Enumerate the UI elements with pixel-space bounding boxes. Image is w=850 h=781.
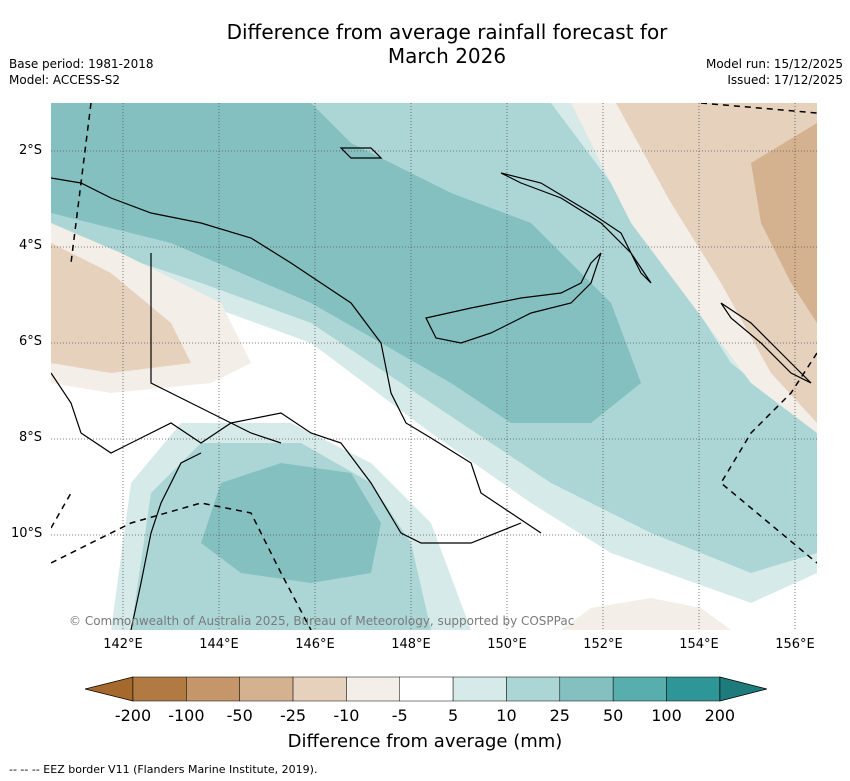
issued-date: Issued: 17/12/2025 <box>727 73 843 87</box>
colorbar-tick-label: 100 <box>651 706 682 725</box>
title-line-2: March 2026 <box>387 44 507 68</box>
colorbar-extend-low <box>85 676 134 702</box>
coastlines <box>51 147 812 630</box>
colorbar-tick-label: 50 <box>602 706 624 725</box>
border-line <box>150 253 282 444</box>
australia-cape-york <box>130 452 202 630</box>
manus <box>339 147 383 159</box>
bougainville <box>720 302 812 384</box>
meta-right: Model run: 15/12/2025 Issued: 17/12/2025 <box>706 56 843 88</box>
lon-label-152e: 152°E <box>583 637 623 652</box>
colorbar-tick-label: 25 <box>549 706 570 725</box>
rainfall-map <box>51 103 817 630</box>
map-svg <box>51 103 817 630</box>
colorbar-tick-label: 200 <box>704 706 736 725</box>
colorbar <box>85 676 767 702</box>
eez-borders <box>51 103 817 630</box>
colorbar-segment <box>559 676 614 702</box>
meta-left: Base period: 1981-2018 Model: ACCESS-S2 <box>9 56 154 88</box>
new-britain <box>425 252 602 344</box>
copyright-notice: © Commonwealth of Australia 2025, Bureau… <box>69 614 575 628</box>
contour-dry-west-10 <box>51 243 191 373</box>
model-name: Model: ACCESS-S2 <box>9 73 121 87</box>
lon-label-146e: 146°E <box>295 637 335 652</box>
new-guinea-north-coast <box>51 177 542 534</box>
colorbar-tick-label: 10 <box>496 706 517 725</box>
colorbar-segment <box>292 676 347 702</box>
base-period: Base period: 1981-2018 <box>9 57 154 71</box>
colorbar-segment <box>666 676 721 702</box>
lat-label-6s: 6°S <box>19 334 43 349</box>
title-line-1: Difference from average rainfall forecas… <box>226 20 668 44</box>
lon-label-142e: 142°E <box>103 637 143 652</box>
colorbar-segment <box>452 676 507 702</box>
colorbar-tick-label: -100 <box>168 706 205 725</box>
colorbar-tick-label: -5 <box>391 706 408 725</box>
colorbar-tick-label: 5 <box>448 706 459 725</box>
lat-label-8s: 8°S <box>19 430 43 445</box>
colorbar-tick-label: -25 <box>279 706 307 725</box>
lon-label-156e: 156°E <box>775 637 815 652</box>
lon-label-154e: 154°E <box>679 637 719 652</box>
contour-dry-ne-25 <box>751 123 817 323</box>
lat-label-2s: 2°S <box>19 143 43 158</box>
colorbar-segment <box>612 676 667 702</box>
colorbar-segment <box>346 676 400 702</box>
contour-dry-se <box>561 598 731 630</box>
colorbar-title: Difference from average (mm) <box>287 731 563 752</box>
lon-label-148e: 148°E <box>391 637 431 652</box>
colorbar-tick-label: -200 <box>114 706 152 725</box>
colorbar-segment <box>132 676 187 702</box>
lat-label-10s: 10°S <box>11 526 43 541</box>
colorbar-segment <box>186 676 240 702</box>
chart-title: Difference from average rainfall forecas… <box>0 20 850 68</box>
colorbar-segment <box>399 676 454 702</box>
gridlines <box>51 103 817 630</box>
colorbar-extend-high <box>719 676 767 702</box>
lon-label-144e: 144°E <box>199 637 239 652</box>
lon-label-150e: 150°E <box>487 637 527 652</box>
contour-50 <box>51 103 641 423</box>
new-ireland <box>500 172 652 284</box>
lat-label-4s: 4°S <box>19 238 43 253</box>
eez-legend: -- -- -- EEZ border V11 (Flanders Marine… <box>9 763 318 776</box>
colorbar-tick-label: -50 <box>226 706 253 725</box>
new-guinea-south-coast <box>51 372 522 544</box>
colorbar-tick-label: -10 <box>333 706 360 725</box>
colorbar-segment <box>239 676 294 702</box>
colorbar-segment <box>506 676 561 702</box>
model-run: Model run: 15/12/2025 <box>705 57 843 71</box>
contour-south-50 <box>201 463 381 583</box>
